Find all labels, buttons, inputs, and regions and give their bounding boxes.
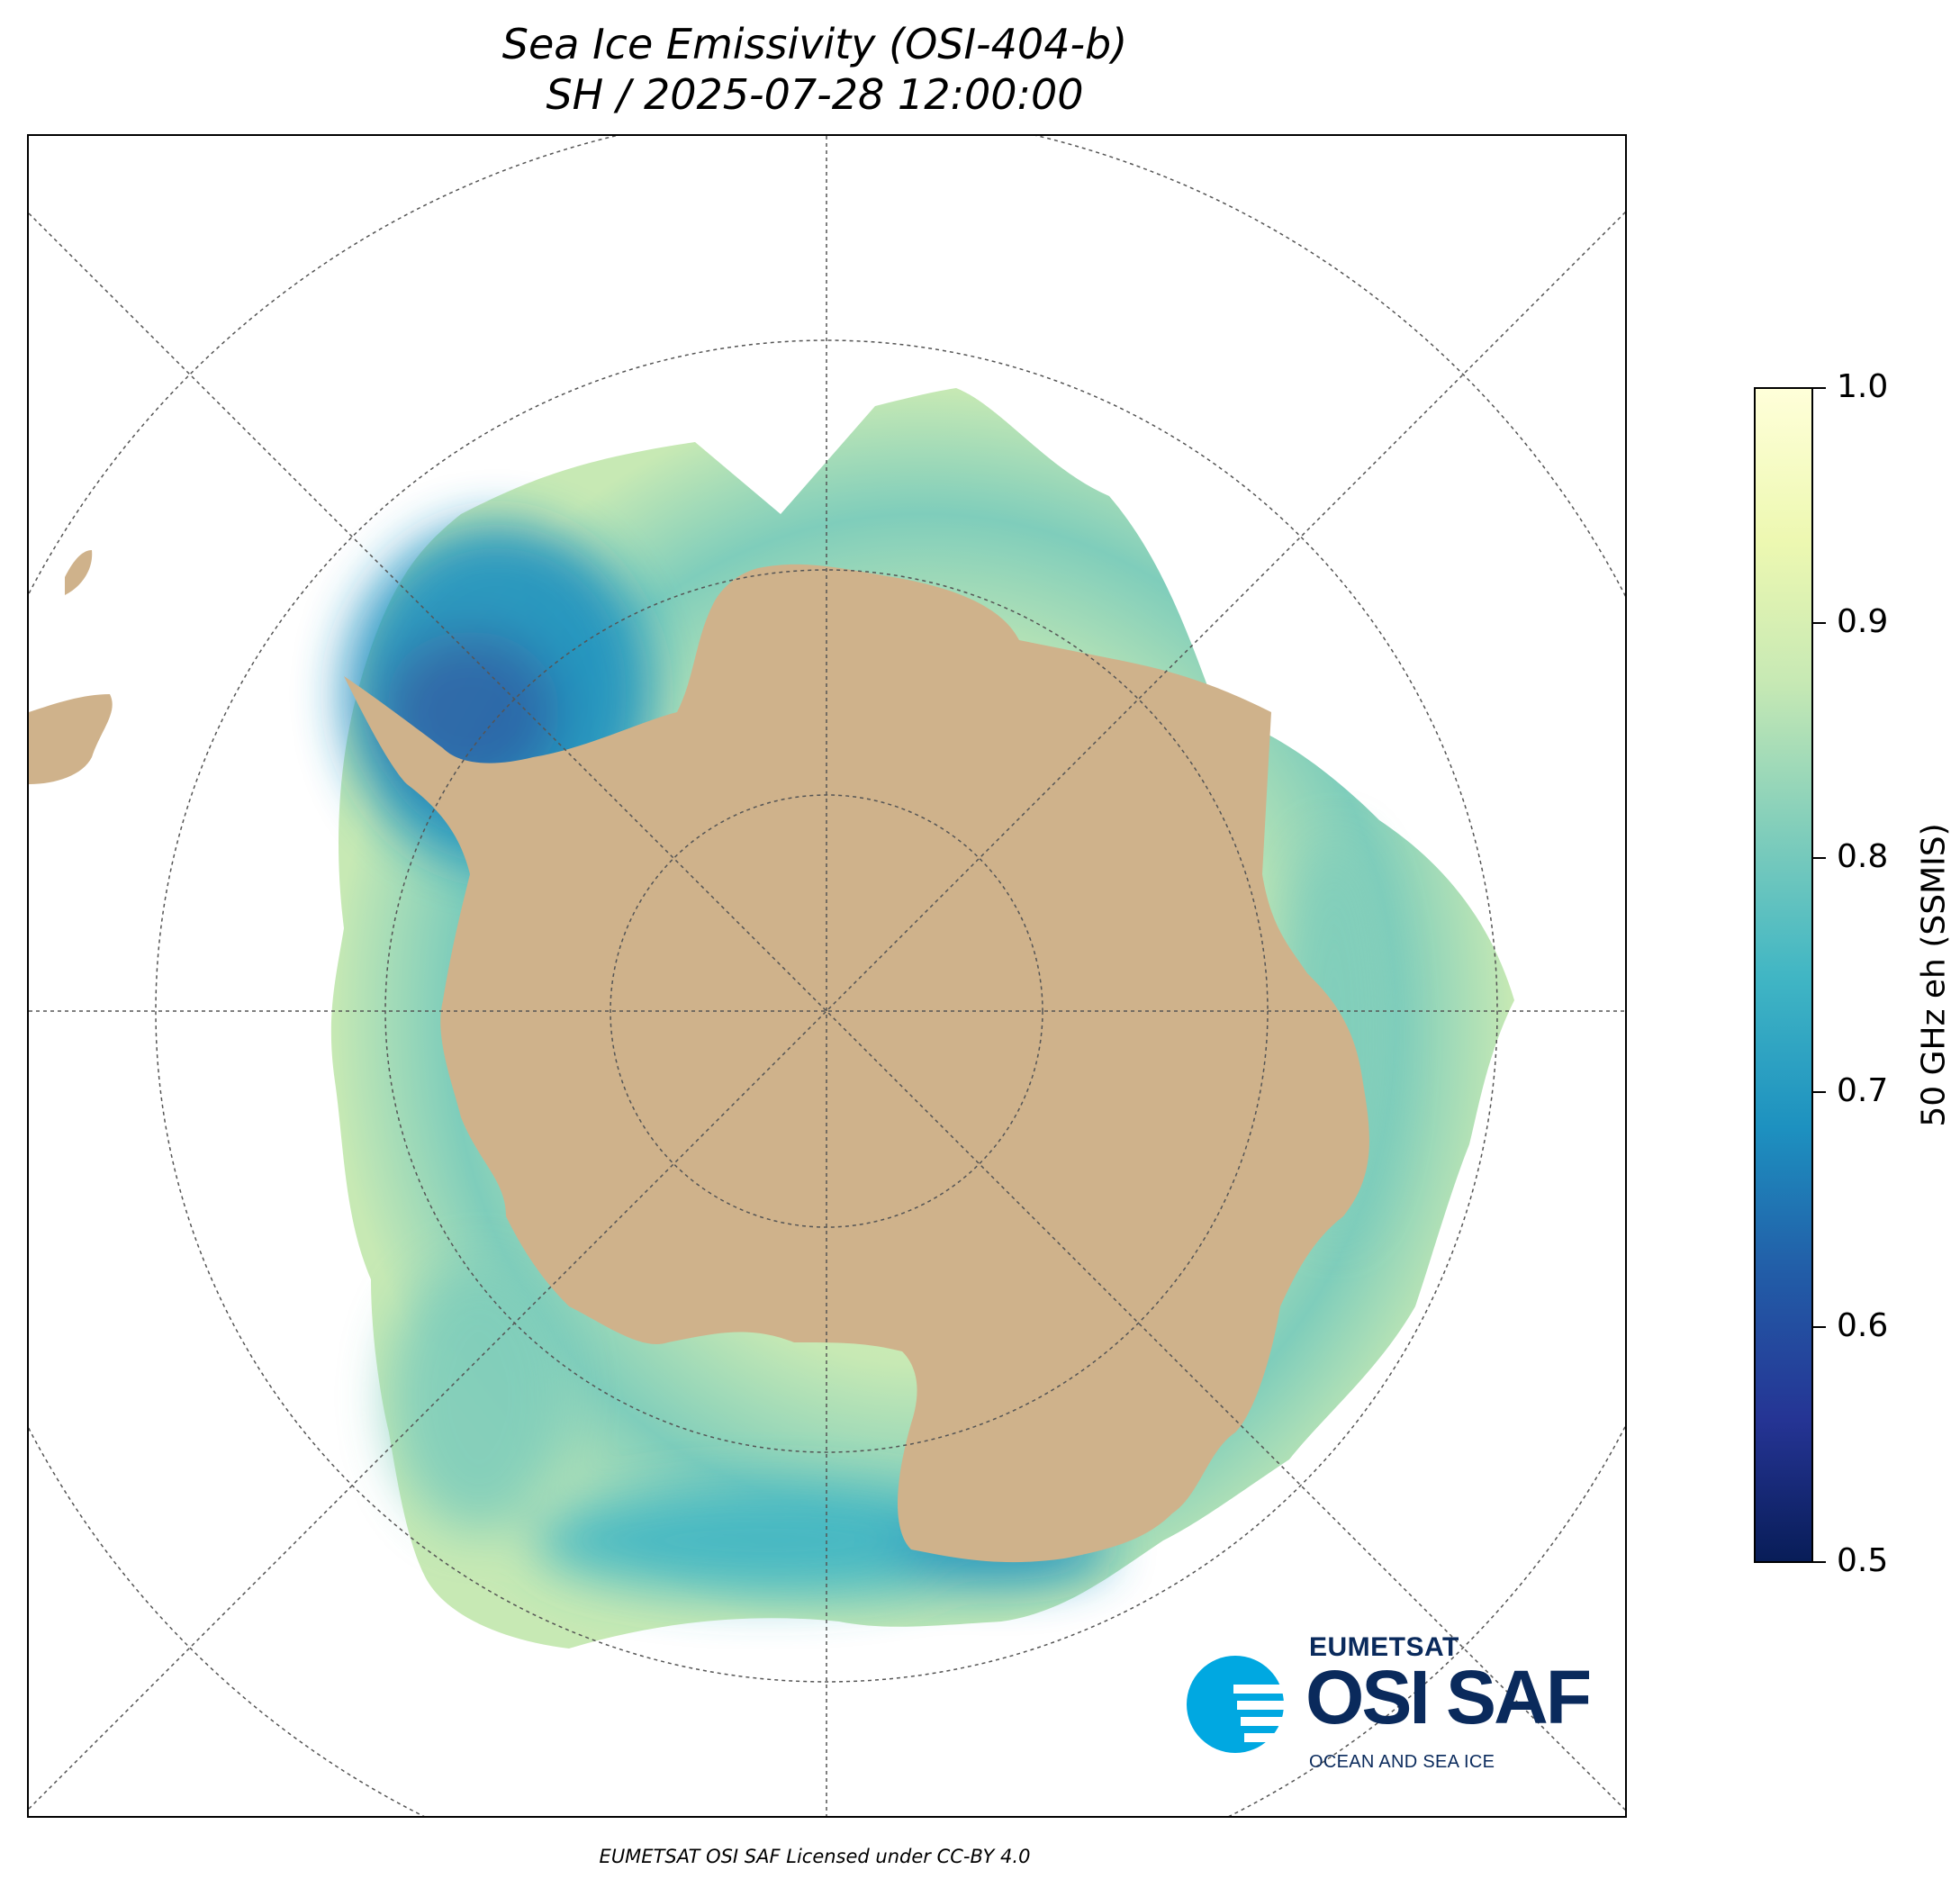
meridian-135	[29, 211, 1625, 1810]
colorbar-tick-mark	[1813, 1561, 1826, 1563]
map-panel: EUMETSAT OSI SAF OCEAN AND SEA ICE	[27, 134, 1627, 1818]
colorbar-tick-label: 1.0	[1837, 368, 1889, 405]
south-georgia-island	[65, 550, 93, 595]
osisaf-globe-icon	[1187, 1656, 1294, 1753]
graticule	[29, 136, 1625, 1816]
colorbar-tick-mark	[1813, 856, 1826, 859]
colorbar-tick-label: 0.8	[1837, 837, 1889, 875]
meridian-45	[29, 212, 1625, 1811]
antarctica-landmass	[344, 564, 1369, 1563]
colorbar-label: 50 GHz eh (SSMIS)	[1915, 823, 1953, 1127]
logo-tagline-text: OCEAN AND SEA ICE	[1309, 1752, 1495, 1772]
colorbar-tick-mark	[1813, 621, 1826, 624]
colorbar	[1754, 387, 1813, 1563]
polar-map	[29, 136, 1625, 1816]
colorbar-tick-mark	[1813, 1326, 1826, 1329]
license-footer: EUMETSAT OSI SAF Licensed under CC-BY 4.…	[599, 1846, 1031, 1867]
colorbar-tick-mark	[1813, 1091, 1826, 1094]
logo-name-text: OSI SAF	[1305, 1655, 1592, 1739]
osisaf-logo: EUMETSAT OSI SAF OCEAN AND SEA ICE	[1181, 1631, 1613, 1784]
map-title: Sea Ice Emissivity (OSI-404-b)	[501, 20, 1128, 68]
colorbar-tick-label: 0.5	[1837, 1542, 1889, 1579]
latitude-circle-60	[155, 339, 1498, 1683]
logo-org-text: EUMETSAT	[1309, 1632, 1459, 1662]
colorbar-tick-label: 0.6	[1837, 1307, 1889, 1345]
colorbar-tick-label: 0.9	[1837, 602, 1889, 640]
antarctic-peninsula-islands	[29, 694, 113, 784]
map-subtitle: SH / 2025-07-28 12:00:00	[546, 70, 1084, 119]
colorbar-tick-label: 0.7	[1837, 1072, 1889, 1110]
ice-low-emissivity-ross	[533, 1486, 1001, 1594]
ice-mid-emissivity-south	[389, 1261, 569, 1531]
colorbar-tick-mark	[1813, 387, 1826, 389]
